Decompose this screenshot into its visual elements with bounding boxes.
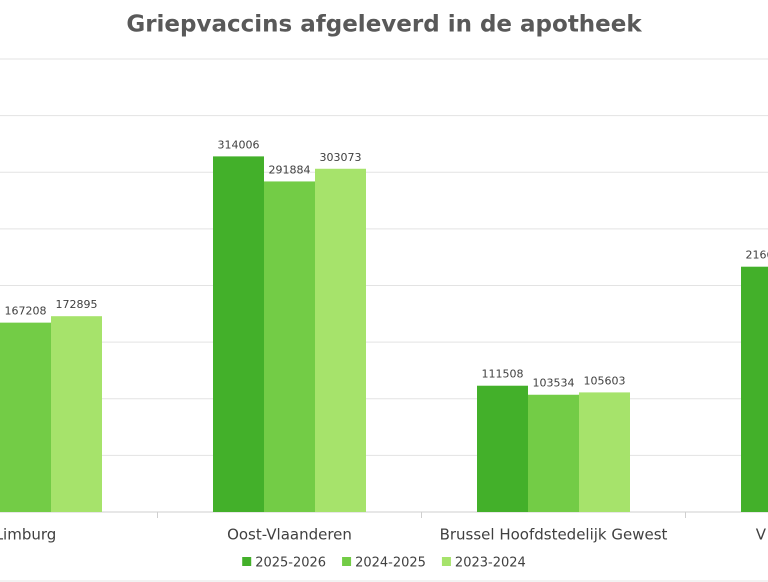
legend-label: 2024-2025 — [355, 556, 426, 571]
bar — [528, 394, 579, 512]
value-label: 172895 — [56, 298, 98, 311]
legend-label: 2025-2026 — [255, 556, 326, 571]
x-tick-label: Limburg — [0, 526, 56, 544]
chart-title: Griepvaccins afgeleverd in de apotheek — [126, 12, 642, 38]
x-tick-label: Brussel Hoofdstedelijk Gewest — [440, 526, 668, 544]
bar — [264, 181, 315, 512]
value-label: 303073 — [320, 151, 362, 164]
legend-swatch — [242, 557, 252, 566]
legend-item: 2025-2026 — [242, 556, 326, 571]
value-label: 111508 — [482, 368, 524, 381]
legend-swatch — [342, 557, 352, 566]
x-tick-label: V — [756, 526, 767, 544]
legend-label: 2023-2024 — [455, 556, 526, 571]
value-label: 167208 — [5, 305, 47, 318]
plot-area: Limburg Oost-Vlaanderen Brussel Hoofdstede… — [0, 58, 768, 544]
x-tick-label: Oost-Vlaanderen — [227, 526, 352, 544]
bar — [51, 316, 102, 512]
value-label: 103534 — [533, 377, 575, 390]
value-label: 291884 — [269, 163, 311, 176]
legend-item: 2023-2024 — [441, 556, 526, 571]
bar — [477, 385, 528, 512]
bar — [0, 322, 51, 512]
bar — [315, 168, 366, 512]
legend-item: 2024-2025 — [342, 556, 426, 571]
bar — [741, 266, 768, 512]
legend-swatch — [441, 557, 451, 566]
bar — [579, 392, 630, 512]
value-label: 105603 — [584, 374, 626, 387]
value-label: 314006 — [218, 138, 260, 151]
value-label: 216600 — [746, 249, 768, 262]
legend: 2025-2026 2024-2025 2023-2024 — [242, 556, 526, 571]
bar — [213, 156, 264, 513]
